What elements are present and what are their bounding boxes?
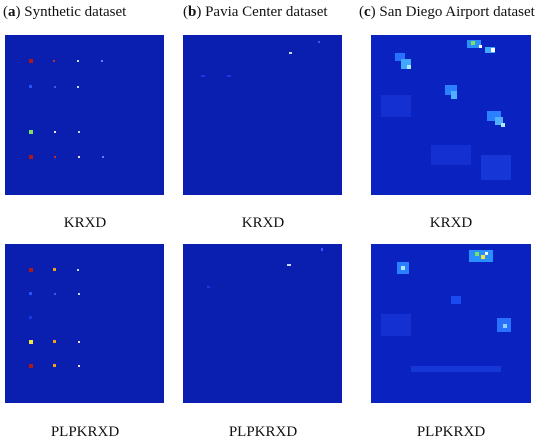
- header-letter: a: [8, 4, 16, 20]
- anomaly-dot: [201, 75, 205, 77]
- plane-blob: [471, 41, 475, 45]
- plane-blob: [501, 123, 505, 127]
- target-dot: [53, 364, 56, 367]
- plane-blob: [475, 252, 479, 256]
- target-dot: [102, 156, 104, 158]
- plane-blob: [491, 48, 495, 52]
- target-dot: [54, 156, 56, 158]
- target-dot: [77, 60, 79, 62]
- anomaly-dot: [227, 75, 231, 77]
- anomaly-dot: [318, 41, 320, 43]
- header-title: Pavia Center dataset: [205, 4, 328, 20]
- texture-blob: [411, 366, 501, 372]
- target-dot: [29, 292, 32, 295]
- target-dot: [54, 293, 56, 295]
- target-dot: [29, 85, 32, 88]
- target-dot: [29, 316, 32, 319]
- target-dot: [53, 268, 56, 271]
- target-dot: [29, 155, 33, 159]
- plane-blob: [485, 252, 488, 255]
- plane-blob: [487, 111, 501, 121]
- plane-blob: [445, 85, 457, 95]
- panel-synthetic-krxd: [5, 35, 164, 195]
- target-dot: [78, 293, 80, 295]
- target-dot: [78, 131, 80, 133]
- caption-plpkrxd: PLPKRXD: [50, 424, 120, 440]
- caption-plpkrxd: PLPKRXD: [228, 424, 298, 440]
- header-letter: c: [364, 4, 371, 20]
- target-dot: [77, 86, 79, 88]
- caption-plpkrxd: PLPKRXD: [416, 424, 486, 440]
- caption-krxd: KRXD: [241, 215, 285, 231]
- plane-blob: [451, 91, 457, 99]
- plane-blob: [451, 296, 461, 304]
- target-dot: [29, 340, 33, 344]
- plane-blob: [401, 59, 411, 69]
- plane-blob: [503, 324, 507, 328]
- anomaly-dot: [289, 52, 292, 54]
- header-san-diego: (c) San Diego Airport dataset: [359, 4, 535, 20]
- panel-pavia-plpkrxd: [183, 244, 342, 403]
- panel-san-diego-plpkrxd: [371, 244, 531, 403]
- plane-blob: [495, 117, 503, 125]
- texture-blob: [431, 145, 471, 165]
- target-dot: [101, 60, 103, 62]
- target-dot: [78, 341, 80, 343]
- plane-blob: [479, 45, 482, 48]
- target-dot: [77, 269, 79, 271]
- header-title: San Diego Airport dataset: [379, 4, 535, 20]
- plane-blob: [395, 53, 405, 61]
- target-dot: [78, 365, 80, 367]
- header-title: Synthetic dataset: [24, 4, 127, 20]
- target-dot: [29, 130, 33, 134]
- texture-blob: [381, 314, 411, 336]
- target-dot: [29, 268, 33, 272]
- panel-pavia-krxd: [183, 35, 342, 195]
- plane-blob: [481, 255, 485, 259]
- anomaly-dot: [321, 248, 323, 251]
- plane-blob: [485, 47, 495, 53]
- header-letter: b: [188, 4, 197, 20]
- header-pavia: (b) Pavia Center dataset: [183, 4, 328, 20]
- target-dot: [29, 59, 33, 63]
- texture-blob: [381, 95, 411, 117]
- caption-krxd: KRXD: [429, 215, 473, 231]
- plane-blob: [401, 266, 405, 270]
- panel-san-diego-krxd: [371, 35, 531, 195]
- target-dot: [29, 364, 33, 368]
- anomaly-dot: [207, 286, 210, 288]
- target-dot: [53, 340, 56, 343]
- target-dot: [53, 60, 55, 62]
- plane-blob: [407, 65, 411, 69]
- target-dot: [78, 156, 80, 158]
- target-dot: [54, 86, 56, 88]
- texture-blob: [481, 155, 511, 180]
- anomaly-dot: [287, 264, 291, 266]
- header-synthetic: (a) Synthetic dataset: [3, 4, 127, 20]
- target-dot: [54, 131, 56, 133]
- caption-krxd: KRXD: [63, 215, 107, 231]
- panel-synthetic-plpkrxd: [5, 244, 164, 403]
